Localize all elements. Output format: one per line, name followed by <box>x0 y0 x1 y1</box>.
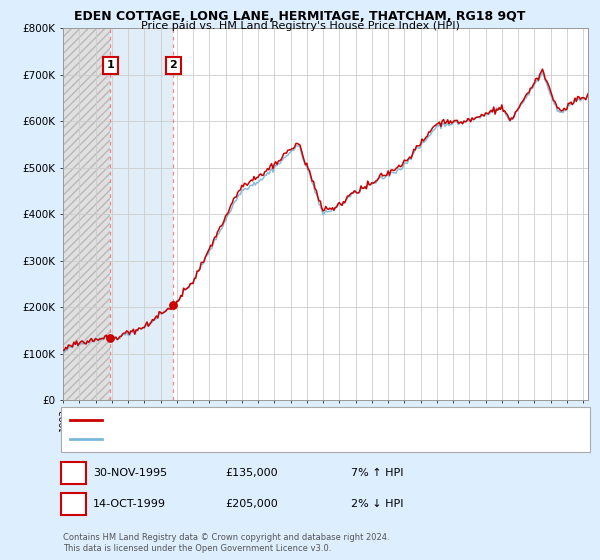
Text: EDEN COTTAGE, LONG LANE, HERMITAGE, THATCHAM, RG18 9QT: EDEN COTTAGE, LONG LANE, HERMITAGE, THAT… <box>74 10 526 23</box>
Point <box>106 333 115 342</box>
Text: 14-OCT-1999: 14-OCT-1999 <box>93 499 166 509</box>
Text: Contains HM Land Registry data © Crown copyright and database right 2024.
This d: Contains HM Land Registry data © Crown c… <box>63 533 389 553</box>
Text: £135,000: £135,000 <box>225 468 278 478</box>
Text: 7% ↑ HPI: 7% ↑ HPI <box>351 468 404 478</box>
Text: 1: 1 <box>70 468 77 478</box>
Bar <box>63 28 110 400</box>
Text: EDEN COTTAGE, LONG LANE, HERMITAGE, THATCHAM, RG18 9QT (detached house): EDEN COTTAGE, LONG LANE, HERMITAGE, THAT… <box>107 415 513 425</box>
Bar <box>110 28 173 400</box>
Text: 2% ↓ HPI: 2% ↓ HPI <box>351 499 404 509</box>
Text: HPI: Average price, detached house, West Berkshire: HPI: Average price, detached house, West… <box>107 435 361 445</box>
Text: 2: 2 <box>169 60 177 70</box>
Text: 1: 1 <box>107 60 115 70</box>
Text: 2: 2 <box>70 499 77 509</box>
Text: Price paid vs. HM Land Registry's House Price Index (HPI): Price paid vs. HM Land Registry's House … <box>140 21 460 31</box>
Text: £205,000: £205,000 <box>225 499 278 509</box>
Point <box>169 301 178 310</box>
Text: 30-NOV-1995: 30-NOV-1995 <box>93 468 167 478</box>
